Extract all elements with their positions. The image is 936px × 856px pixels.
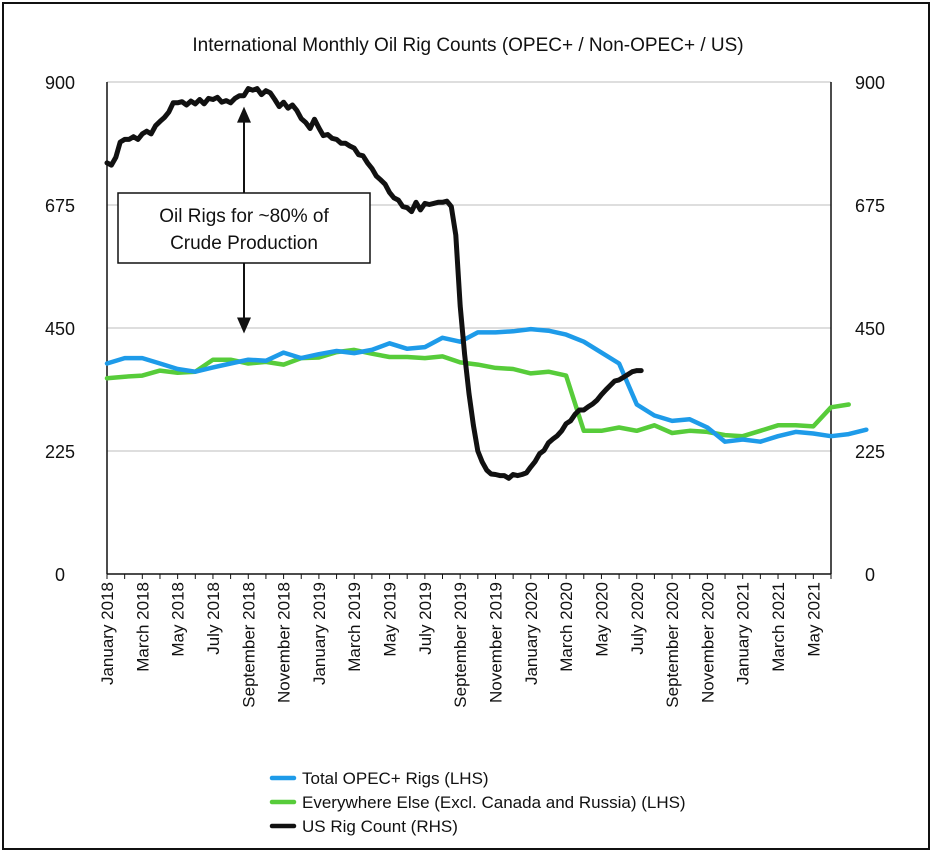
x-tick-label: May 2020 [592,582,611,657]
x-tick-label: November 2018 [275,582,294,703]
x-axis-tick-labels: January 2018 March 2018 May 2018 July 2018 S… [98,582,823,708]
x-tick-label: November 2020 [698,582,717,703]
x-tick-label: July 2019 [416,582,435,655]
x-tick-label: January 2019 [310,582,329,685]
x-tick-label: September 2018 [239,582,258,708]
x-tick-label: May 2018 [169,582,188,657]
left-tick-label: 0 [55,565,65,585]
x-tick-label: January 2018 [98,582,117,685]
series-lines [104,86,869,481]
series-line-everywhere-else [104,347,851,439]
annotation-arrow-head-up [237,106,251,123]
x-tick-label: January 2020 [522,582,541,685]
axes [106,82,832,579]
right-tick-label: 0 [865,565,875,585]
annotation: Oil Rigs for ~80% of Crude Production [117,106,371,334]
annotation-line-1: Oil Rigs for ~80% of [159,206,329,227]
right-tick-label: 450 [855,319,885,339]
x-tick-label: July 2020 [628,582,647,655]
x-tick-label: March 2018 [133,582,152,672]
series-line-us [104,86,644,481]
chart-title: International Monthly Oil Rig Counts (OP… [192,35,743,56]
left-tick-label: 450 [45,319,75,339]
x-tick-label: March 2020 [557,582,576,672]
x-tick-label: March 2019 [345,582,364,672]
series-line-opec [104,326,869,444]
x-tick-label: May 2019 [381,582,400,657]
annotation-box [117,192,371,264]
x-tick-label: March 2021 [769,582,788,672]
x-tick-label: January 2021 [734,582,753,685]
left-tick-label: 225 [45,442,75,462]
x-tick-label: September 2019 [451,582,470,708]
right-tick-label: 675 [855,196,885,216]
legend-label: Everywhere Else (Excl. Canada and Russia… [302,793,686,812]
x-tick-label: May 2021 [804,582,823,657]
legend: Total OPEC+ Rigs (LHS) Everywhere Else (E… [269,769,686,836]
x-tick-label: November 2019 [486,582,505,703]
legend-label: US Rig Count (RHS) [302,817,458,836]
left-tick-label: 675 [45,196,75,216]
right-tick-label: 900 [855,73,885,93]
right-axis-tick-labels: 0 225 450 675 900 [855,73,885,585]
x-tick-label: September 2020 [663,582,682,708]
x-tick-label: July 2018 [204,582,223,655]
right-tick-label: 225 [855,442,885,462]
annotation-line-2: Crude Production [170,233,318,254]
left-tick-label: 900 [45,73,75,93]
annotation-arrow-head-down [237,317,251,334]
left-axis-tick-labels: 0 225 450 675 900 [45,73,75,585]
legend-label: Total OPEC+ Rigs (LHS) [302,769,489,788]
